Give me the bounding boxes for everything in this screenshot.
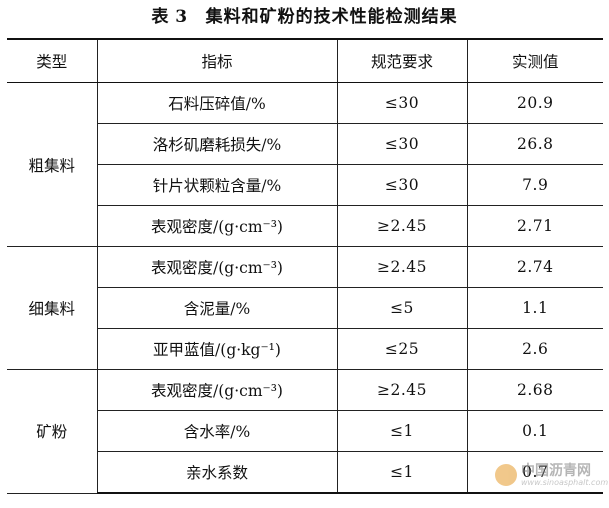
table-caption: 表 3 集料和矿粉的技术性能检测结果 [0, 4, 609, 30]
table-row: 含水率/% ≤1 0.1 [7, 410, 603, 452]
results-table: 类型 指标 规范要求 实测值 粗集料 石料压碎值/% ≤30 20.9 洛杉矶磨… [7, 38, 603, 494]
requirement-cell: ≤30 [336, 82, 468, 124]
table-row: 亚甲蓝值/(g·kg⁻¹) ≤25 2.6 [7, 328, 603, 370]
table-row: 针片状颗粒含量/% ≤30 7.9 [7, 164, 603, 206]
requirement-cell: ≤1 [336, 451, 468, 494]
requirement-cell: ≥2.45 [336, 205, 468, 247]
table-row: 矿粉 表观密度/(g·cm⁻³) ≥2.45 2.68 [7, 369, 603, 494]
indicator-cell: 洛杉矶磨耗损失/% [97, 123, 338, 165]
requirement-cell: ≤30 [336, 123, 468, 165]
table-row: 细集料 表观密度/(g·cm⁻³) ≥2.45 2.74 [7, 246, 603, 370]
table-row: 表观密度/(g·cm⁻³) ≥2.45 2.71 [7, 205, 603, 247]
measured-cell: 2.74 [466, 246, 603, 288]
table-number: 表 3 [151, 7, 188, 27]
indicator-cell: 表观密度/(g·cm⁻³) [96, 369, 338, 411]
measured-cell: 26.8 [466, 123, 603, 165]
header-row: 类型 指标 规范要求 实测值 [7, 38, 603, 83]
table-row: 亲水系数 ≤1 0.7 [7, 451, 603, 494]
measured-cell: 0.7 [466, 451, 603, 494]
measured-cell: 1.1 [466, 287, 603, 329]
header-measured: 实测值 [466, 38, 603, 83]
requirement-cell: ≤30 [336, 164, 468, 206]
indicator-cell: 针片状颗粒含量/% [97, 164, 338, 206]
indicator-cell: 石料压碎值/% [96, 82, 338, 124]
indicator-cell: 含水率/% [97, 410, 338, 452]
watermark-logo-icon [495, 464, 517, 486]
watermark-text: 中国沥青网 [521, 463, 591, 479]
measured-cell: 2.68 [466, 369, 603, 411]
header-indicator: 指标 [96, 38, 338, 83]
requirement-cell: ≤25 [336, 328, 468, 370]
measured-cell: 2.6 [466, 328, 603, 370]
header-requirement: 规范要求 [336, 38, 468, 83]
indicator-cell: 表观密度/(g·cm⁻³) [96, 246, 338, 288]
measured-cell: 20.9 [466, 82, 603, 124]
table-row: 洛杉矶磨耗损失/% ≤30 26.8 [7, 123, 603, 165]
requirement-cell: ≤5 [336, 287, 468, 329]
measured-cell: 0.1 [466, 410, 603, 452]
type-cell: 矿粉 [7, 369, 98, 494]
header-type: 类型 [7, 38, 98, 83]
table-row: 含泥量/% ≤5 1.1 [7, 287, 603, 329]
table-row: 粗集料 石料压碎值/% ≤30 20.9 [7, 82, 603, 247]
watermark-url: www.sinoasphalt.com [521, 478, 609, 487]
requirement-cell: ≤1 [336, 410, 468, 452]
requirement-cell: ≥2.45 [336, 246, 468, 288]
requirement-cell: ≥2.45 [336, 369, 468, 411]
measured-cell: 2.71 [466, 205, 603, 247]
indicator-cell: 亚甲蓝值/(g·kg⁻¹) [97, 328, 338, 370]
type-cell: 粗集料 [7, 82, 98, 247]
type-cell: 细集料 [7, 246, 98, 370]
indicator-cell: 含泥量/% [97, 287, 338, 329]
measured-cell: 7.9 [466, 164, 603, 206]
indicator-cell: 亲水系数 [97, 451, 338, 494]
indicator-cell: 表观密度/(g·cm⁻³) [97, 205, 338, 247]
table-title: 集料和矿粉的技术性能检测结果 [205, 7, 458, 27]
site-watermark: 中国沥青网 www.sinoasphalt.com [495, 460, 608, 494]
